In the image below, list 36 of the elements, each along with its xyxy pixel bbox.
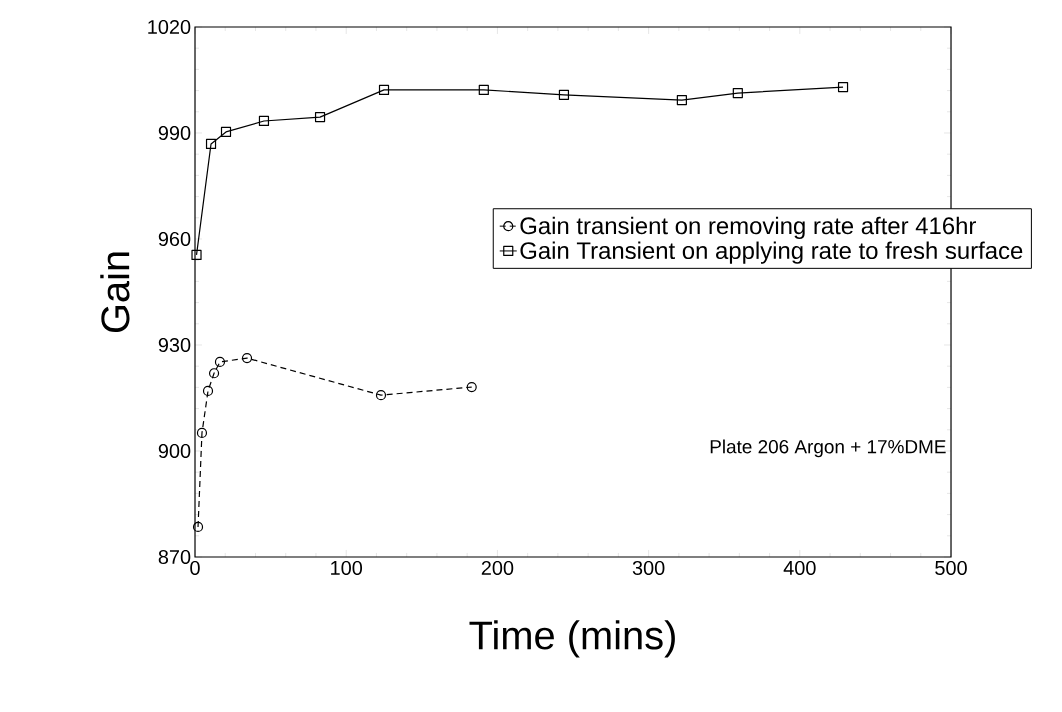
point (375, 390, 387, 401)
y-tick-label: 960 (158, 231, 191, 247)
point (196, 427, 208, 439)
annotation: Plate 206 Argon + 17%DME (710, 439, 946, 458)
point (205, 138, 217, 150)
point (676, 95, 687, 106)
point (202, 385, 214, 397)
y-tick-label: 1020 (148, 19, 191, 35)
y-tick-label: 990 (158, 125, 191, 141)
point (214, 356, 226, 368)
point (837, 81, 849, 93)
x-axis-title: Time (mins) (469, 620, 675, 658)
x-tick-label: 500 (935, 560, 967, 575)
x-tick-label: 300 (632, 560, 665, 575)
point (378, 84, 390, 95)
x-tick-label: 0 (190, 560, 200, 575)
point (258, 115, 270, 127)
legend-label: Gain transient on removing rate after 416hr (520, 216, 976, 240)
point (466, 381, 477, 393)
y-axis-title: Gain (100, 252, 130, 333)
y-tick-label: 930 (158, 337, 191, 353)
x-tick-label: 200 (481, 560, 514, 575)
y-tick-label: 870 (158, 549, 191, 565)
point (208, 368, 220, 379)
legend-label: Gain Transient on applying rate to fresh surface (520, 241, 1023, 264)
point (191, 249, 202, 260)
x-tick-label: 100 (331, 560, 363, 575)
point (732, 87, 743, 99)
point (192, 521, 204, 533)
point (558, 89, 570, 100)
point (220, 126, 232, 138)
point (314, 111, 326, 123)
x-tick-label: 400 (783, 560, 816, 575)
point (241, 352, 253, 364)
y-tick-label: 900 (158, 443, 191, 459)
point (478, 84, 489, 95)
